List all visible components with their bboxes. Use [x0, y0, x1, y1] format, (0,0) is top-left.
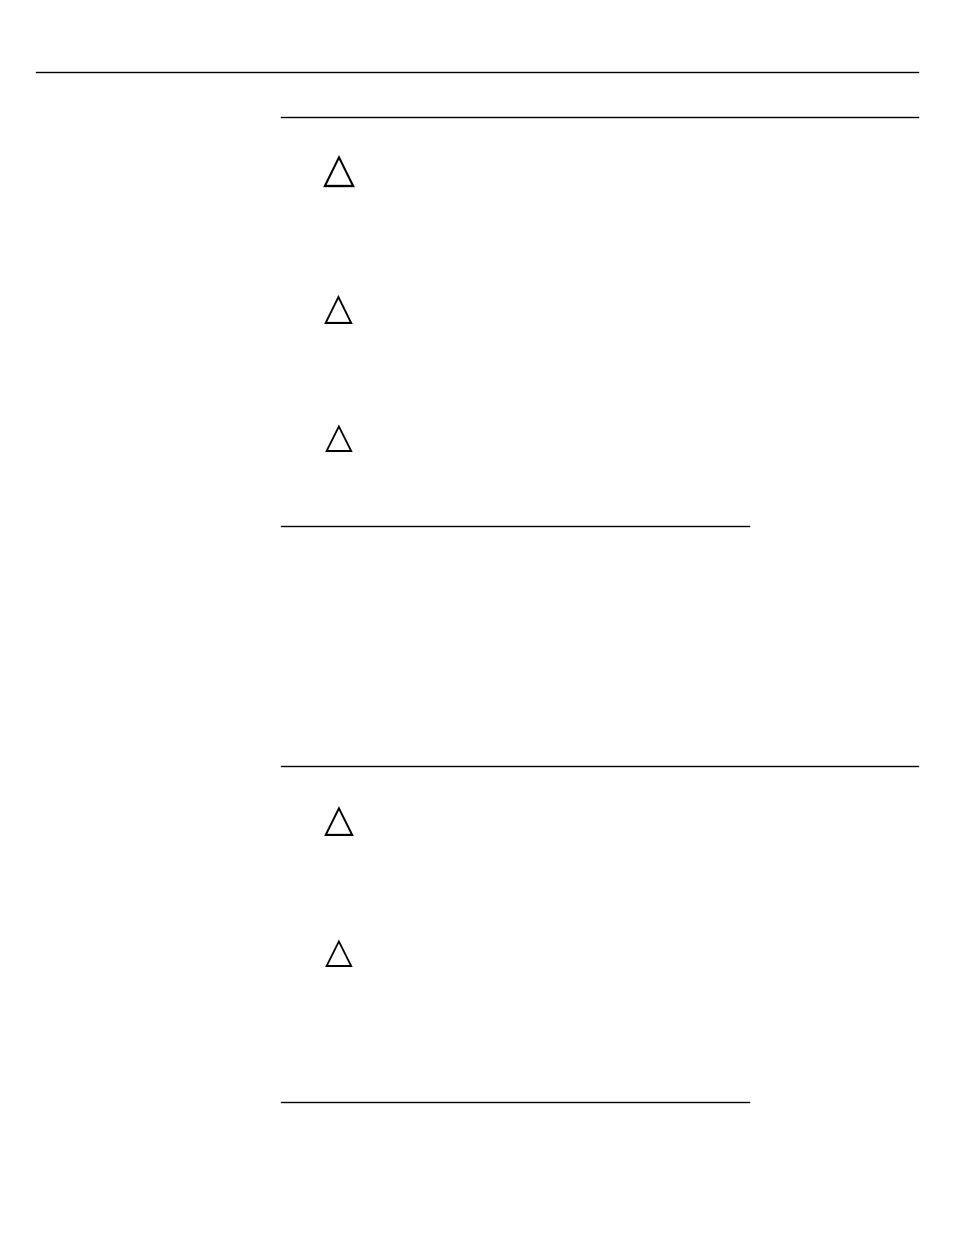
Text: △: △ — [324, 290, 353, 327]
Text: △: △ — [324, 421, 353, 456]
Text: △: △ — [322, 149, 355, 191]
Text: △: △ — [324, 936, 353, 971]
Text: △: △ — [323, 802, 354, 839]
